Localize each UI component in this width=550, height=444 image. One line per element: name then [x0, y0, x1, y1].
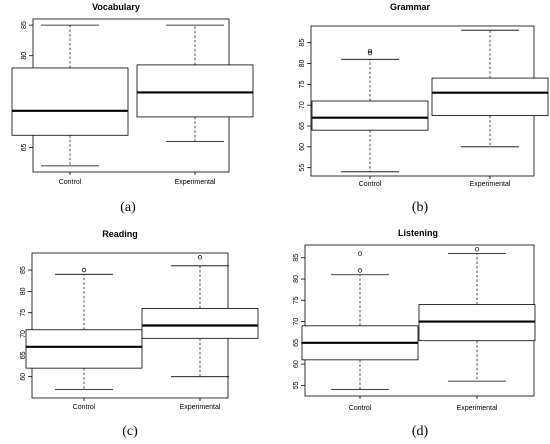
panel-title: Grammar [390, 2, 431, 12]
panel-title: Reading [102, 229, 138, 239]
panel-title: Listening [398, 228, 438, 238]
panel-label: (d) [412, 424, 429, 439]
y-tick-label: 55 [293, 381, 300, 389]
x-tick-label: Control [349, 405, 372, 412]
y-tick-label: 60 [293, 360, 300, 368]
y-tick-label: 70 [20, 330, 27, 338]
y-tick-label: 65 [20, 351, 27, 359]
y-tick-label: 80 [293, 275, 300, 283]
outlier-point [357, 268, 363, 273]
panel-label: (c) [122, 424, 138, 439]
box-iqr [431, 77, 549, 116]
y-tick-label: 65 [21, 144, 28, 152]
y-tick-label: 60 [20, 373, 27, 381]
x-tick-label: Experimental [470, 181, 511, 188]
y-tick-label: 70 [293, 318, 300, 326]
box-iqr [11, 67, 129, 136]
x-tick-label: Control [59, 179, 82, 186]
outlier-point [197, 255, 203, 260]
y-tick-label: 75 [293, 296, 300, 304]
outlier-point [367, 50, 373, 56]
y-tick-label: 60 [299, 143, 306, 151]
y-tick-label: 70 [299, 101, 306, 109]
panel-title: Vocabulary [92, 2, 140, 12]
outlier-point [367, 48, 373, 54]
y-tick-label: 75 [20, 309, 27, 317]
y-tick-label: 80 [21, 52, 28, 60]
box-iqr [141, 308, 259, 339]
y-tick-label: 85 [20, 266, 27, 274]
x-tick-label: Experimental [175, 179, 216, 186]
box-iqr [25, 329, 143, 369]
y-tick-label: 75 [299, 80, 306, 88]
outlier-point [357, 251, 363, 256]
y-tick-label: 55 [299, 164, 306, 172]
y-tick-label: 80 [20, 287, 27, 295]
x-tick-label: Experimental [180, 404, 221, 411]
x-tick-label: Control [359, 181, 382, 188]
y-tick-label: 65 [293, 339, 300, 347]
box-iqr [311, 100, 429, 131]
panel-label: (b) [412, 200, 429, 215]
outlier-point [474, 247, 480, 252]
x-tick-label: Control [73, 404, 96, 411]
x-tick-label: Experimental [457, 405, 498, 412]
y-tick-label: 85 [21, 21, 28, 29]
y-tick-label: 65 [299, 122, 306, 130]
panel-label: (a) [120, 200, 136, 215]
y-tick-label: 85 [299, 39, 306, 47]
outlier-point [81, 267, 87, 273]
box-iqr [136, 64, 254, 118]
y-tick-label: 85 [293, 254, 300, 262]
y-tick-label: 80 [299, 60, 306, 68]
